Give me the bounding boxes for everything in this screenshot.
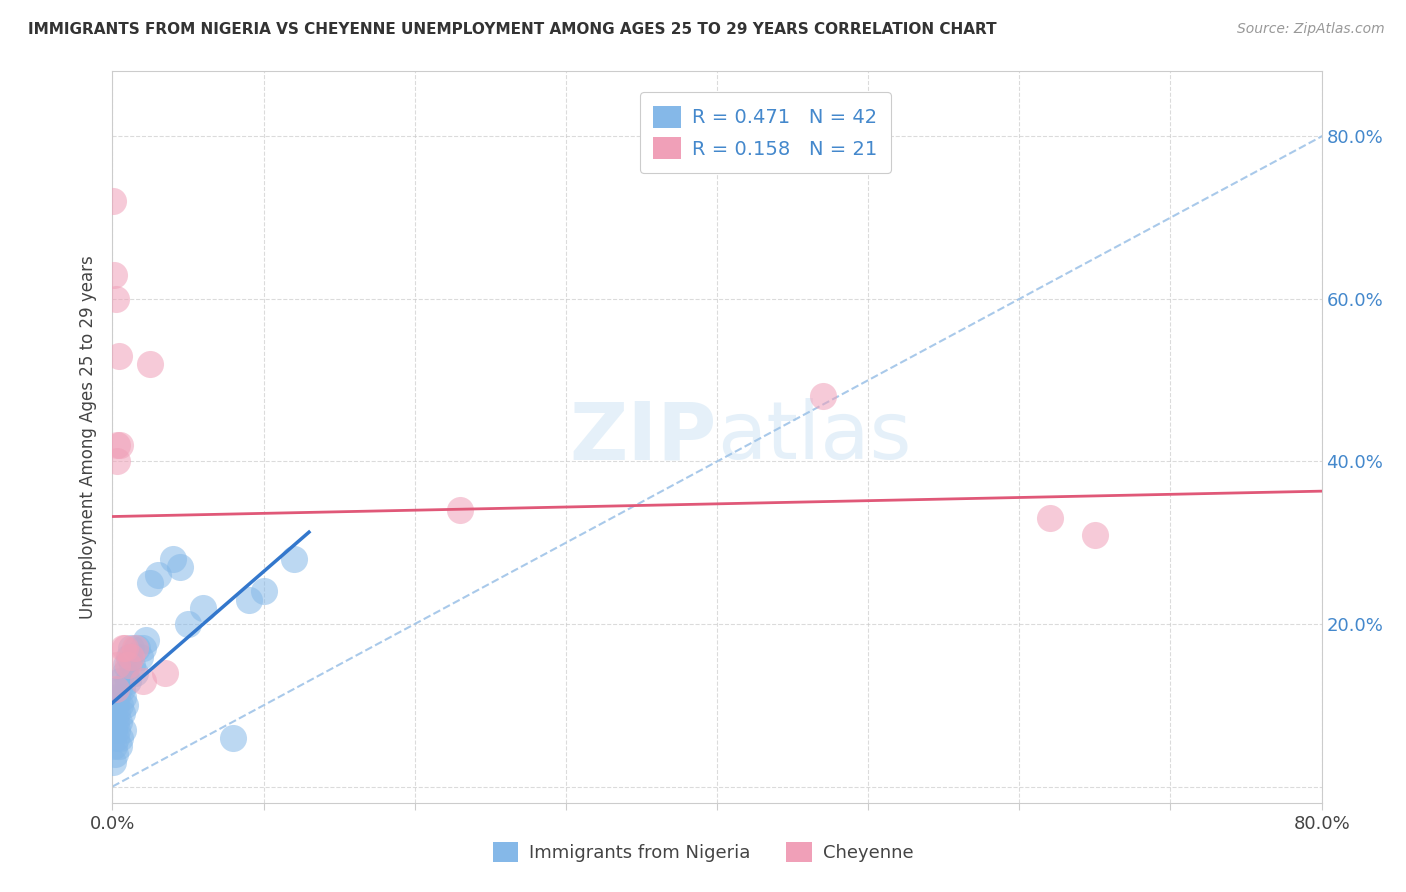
Point	[132, 673, 155, 688]
Point	[105, 657, 128, 672]
Legend: Immigrants from Nigeria, Cheyenne: Immigrants from Nigeria, Cheyenne	[485, 834, 921, 870]
Point	[104, 731, 127, 745]
Point	[105, 723, 128, 737]
Point	[155, 665, 177, 680]
Point	[112, 723, 135, 737]
Point	[112, 641, 135, 656]
Point	[103, 755, 125, 769]
Point	[114, 641, 136, 656]
Point	[104, 747, 127, 761]
Point	[118, 649, 141, 664]
Point	[1084, 527, 1107, 541]
Point	[103, 723, 125, 737]
Point	[146, 568, 169, 582]
Point	[128, 649, 150, 664]
Text: atlas: atlas	[717, 398, 911, 476]
Point	[238, 592, 260, 607]
Point	[105, 454, 128, 468]
Point	[104, 698, 127, 713]
Point	[103, 739, 125, 753]
Point	[139, 357, 162, 371]
Point	[108, 673, 131, 688]
Point	[132, 641, 155, 656]
Point	[110, 681, 132, 696]
Point	[120, 641, 142, 656]
Point	[104, 292, 127, 306]
Point	[107, 681, 129, 696]
Point	[222, 731, 245, 745]
Point	[108, 438, 131, 452]
Point	[253, 584, 276, 599]
Point	[110, 706, 132, 721]
Point	[114, 665, 136, 680]
Legend: R = 0.471   N = 42, R = 0.158   N = 21: R = 0.471 N = 42, R = 0.158 N = 21	[640, 92, 891, 173]
Point	[114, 698, 136, 713]
Point	[191, 600, 214, 615]
Point	[125, 641, 148, 656]
Point	[104, 714, 127, 729]
Point	[103, 194, 125, 209]
Point	[107, 739, 129, 753]
Point	[169, 560, 191, 574]
Point	[115, 657, 138, 672]
Point	[108, 731, 131, 745]
Point	[107, 714, 129, 729]
Point	[117, 657, 139, 672]
Point	[124, 665, 146, 680]
Point	[107, 349, 129, 363]
Point	[121, 657, 143, 672]
Point	[135, 633, 157, 648]
Point	[177, 617, 200, 632]
Point	[162, 552, 184, 566]
Point	[124, 641, 146, 656]
Point	[108, 698, 131, 713]
Point	[811, 389, 834, 403]
Point	[120, 649, 142, 664]
Point	[105, 438, 128, 452]
Point	[112, 690, 135, 705]
Point	[103, 268, 125, 282]
Point	[139, 576, 162, 591]
Point	[1038, 511, 1062, 525]
Point	[283, 552, 305, 566]
Point	[104, 681, 127, 696]
Point	[449, 503, 471, 517]
Text: Source: ZipAtlas.com: Source: ZipAtlas.com	[1237, 22, 1385, 37]
Point	[105, 706, 128, 721]
Y-axis label: Unemployment Among Ages 25 to 29 years: Unemployment Among Ages 25 to 29 years	[79, 255, 97, 619]
Point	[105, 690, 128, 705]
Text: IMMIGRANTS FROM NIGERIA VS CHEYENNE UNEMPLOYMENT AMONG AGES 25 TO 29 YEARS CORRE: IMMIGRANTS FROM NIGERIA VS CHEYENNE UNEM…	[28, 22, 997, 37]
Text: ZIP: ZIP	[569, 398, 717, 476]
Point	[117, 673, 139, 688]
